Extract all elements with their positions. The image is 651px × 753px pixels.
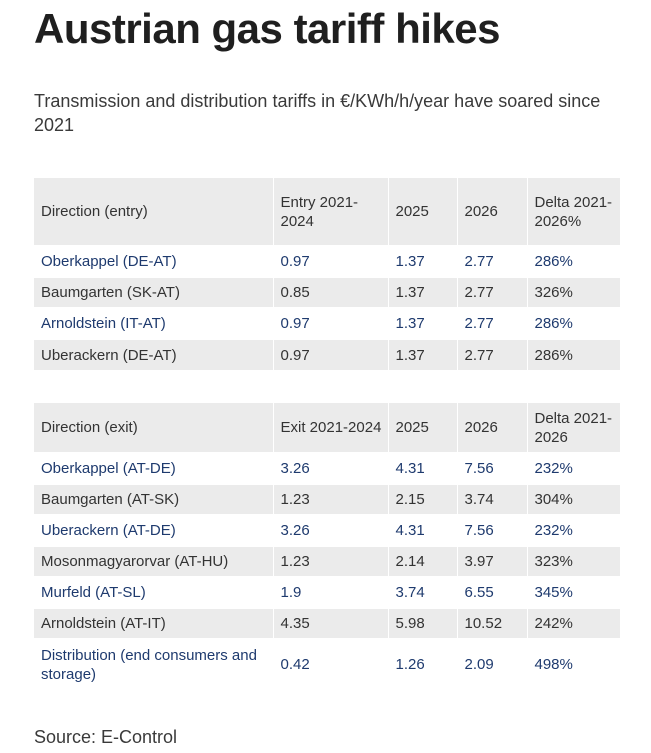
table-cell: Oberkappel (AT-DE) [34, 452, 273, 484]
table-cell: 1.37 [387, 338, 457, 370]
table-cell: 0.97 [272, 245, 388, 277]
table-cell: Distribution (end consumers and storage) [34, 638, 273, 689]
table-header-row: Direction (entry) Entry 2021-2024 2025 2… [34, 178, 620, 246]
table-cell: 5.98 [387, 607, 457, 639]
table-cell: Uberackern (DE-AT) [34, 338, 273, 370]
table-cell: 4.35 [272, 607, 388, 639]
column-header: 2026 [456, 403, 527, 453]
table-cell: Mosonmagyarorvar (AT-HU) [34, 545, 273, 577]
table-cell: 3.97 [456, 545, 527, 577]
column-header: 2025 [387, 178, 457, 246]
table-row: Distribution (end consumers and storage)… [34, 638, 620, 689]
page-title: Austrian gas tariff hikes [34, 5, 500, 52]
column-header: 2025 [387, 403, 457, 453]
column-header: Delta 2021-2026 [526, 403, 620, 453]
table-cell: 1.37 [387, 245, 457, 277]
table-cell: 0.97 [272, 307, 388, 339]
table-cell: 2.77 [456, 245, 527, 277]
table-cell: Baumgarten (SK-AT) [34, 276, 273, 308]
table-row: Oberkappel (AT-DE) 3.26 4.31 7.56 232% [34, 452, 620, 484]
table-cell: 498% [526, 638, 620, 689]
subtitle: Transmission and distribution tariffs in… [34, 91, 601, 135]
table-cell: 1.9 [272, 576, 388, 608]
table-cell: 3.26 [272, 514, 388, 546]
table-cell: 2.77 [456, 276, 527, 308]
table-cell: 4.31 [387, 452, 457, 484]
table-cell: 2.09 [456, 638, 527, 689]
table-row: Murfeld (AT-SL) 1.9 3.74 6.55 345% [34, 576, 620, 608]
table-cell: 2.77 [456, 338, 527, 370]
table-cell: 304% [526, 483, 620, 515]
column-header: Delta 2021-2026% [526, 178, 620, 246]
table-cell: Oberkappel (DE-AT) [34, 245, 273, 277]
table-cell: 2.15 [387, 483, 457, 515]
table-cell: 1.37 [387, 307, 457, 339]
column-header: Direction (exit) [34, 403, 273, 453]
table-cell: 4.31 [387, 514, 457, 546]
table-cell: 2.14 [387, 545, 457, 577]
table-cell: 286% [526, 338, 620, 370]
table-cell: 286% [526, 245, 620, 277]
table-header-row: Direction (exit) Exit 2021-2024 2025 202… [34, 403, 620, 453]
table-cell: 286% [526, 307, 620, 339]
source-note: Source: E-Control [34, 727, 178, 747]
table-cell: Murfeld (AT-SL) [34, 576, 273, 608]
table-row: Uberackern (DE-AT) 0.97 1.37 2.77 286% [34, 338, 620, 370]
table-cell: Arnoldstein (IT-AT) [34, 307, 273, 339]
table-cell: 232% [526, 452, 620, 484]
table-cell: 0.85 [272, 276, 388, 308]
table-row: Uberackern (AT-DE) 3.26 4.31 7.56 232% [34, 514, 620, 546]
table-cell: 1.37 [387, 276, 457, 308]
table-cell: 323% [526, 545, 620, 577]
table-cell: 0.42 [272, 638, 388, 689]
table-cell: 326% [526, 276, 620, 308]
table-cell: 0.97 [272, 338, 388, 370]
table-row: Baumgarten (AT-SK) 1.23 2.15 3.74 304% [34, 483, 620, 515]
table-cell: 1.23 [272, 545, 388, 577]
table-cell: 3.74 [456, 483, 527, 515]
entry-tariff-table: Direction (entry) Entry 2021-2024 2025 2… [34, 178, 620, 370]
table-cell: Arnoldstein (AT-IT) [34, 607, 273, 639]
table-cell: 10.52 [456, 607, 527, 639]
table-cell: Uberackern (AT-DE) [34, 514, 273, 546]
table-row: Mosonmagyarorvar (AT-HU) 1.23 2.14 3.97 … [34, 545, 620, 577]
table-cell: 232% [526, 514, 620, 546]
column-header: 2026 [456, 178, 527, 246]
table-cell: 6.55 [456, 576, 527, 608]
table-cell: 242% [526, 607, 620, 639]
table-cell: 345% [526, 576, 620, 608]
table-row: Arnoldstein (IT-AT) 0.97 1.37 2.77 286% [34, 307, 620, 339]
column-header: Direction (entry) [34, 178, 273, 246]
table-cell: 7.56 [456, 514, 527, 546]
table-cell: 3.26 [272, 452, 388, 484]
table-cell: 7.56 [456, 452, 527, 484]
table-row: Oberkappel (DE-AT) 0.97 1.37 2.77 286% [34, 245, 620, 277]
table-row: Arnoldstein (AT-IT) 4.35 5.98 10.52 242% [34, 607, 620, 639]
column-header: Exit 2021-2024 [272, 403, 388, 453]
table-cell: 1.23 [272, 483, 388, 515]
table-row: Baumgarten (SK-AT) 0.85 1.37 2.77 326% [34, 276, 620, 308]
column-header: Entry 2021-2024 [272, 178, 388, 246]
exit-tariff-table: Direction (exit) Exit 2021-2024 2025 202… [34, 403, 620, 689]
table-cell: 3.74 [387, 576, 457, 608]
table-cell: 1.26 [387, 638, 457, 689]
table-cell: 2.77 [456, 307, 527, 339]
table-cell: Baumgarten (AT-SK) [34, 483, 273, 515]
